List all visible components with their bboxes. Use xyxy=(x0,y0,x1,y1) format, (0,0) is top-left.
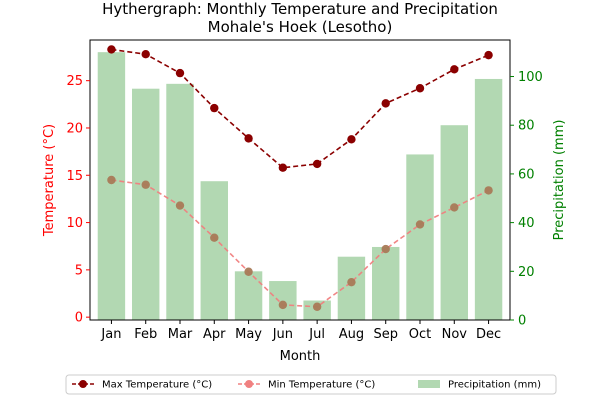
precip-bar xyxy=(97,52,126,320)
temp-point-max xyxy=(381,99,390,108)
temp-point-min xyxy=(107,175,116,185)
y-right-tick-label: 60 xyxy=(518,167,535,182)
chart-subtitle: Mohale's Hoek (Lesotho) xyxy=(208,18,393,36)
x-tick-label: Aug xyxy=(339,327,364,342)
precipitation-bars xyxy=(97,52,503,321)
x-tick-label: Jul xyxy=(308,327,325,342)
x-tick-label: Sep xyxy=(373,327,398,342)
y-right-tick-label: 0 xyxy=(518,314,526,329)
y-right-tick-label: 40 xyxy=(518,216,535,231)
x-axis-label: Month xyxy=(280,349,321,364)
y-right-tick-label: 80 xyxy=(518,119,535,134)
temp-point-max xyxy=(312,159,322,169)
y-left-tick-label: 20 xyxy=(66,121,83,136)
x-tick-label: Mar xyxy=(168,327,193,342)
x-tick-label: May xyxy=(235,327,262,342)
precip-bar xyxy=(132,88,160,321)
temp-point-max xyxy=(141,49,150,59)
precip-bar xyxy=(372,246,400,320)
temperature-lines xyxy=(107,45,493,311)
temp-point-max xyxy=(347,135,356,144)
temp-point-max xyxy=(278,163,288,172)
temp-point-max xyxy=(244,134,253,143)
x-tick-label: Feb xyxy=(134,327,157,342)
legend-label: Min Temperature (°C) xyxy=(268,380,375,391)
precip-bar xyxy=(269,281,297,320)
y-left-tick-label: 25 xyxy=(66,74,83,89)
y-right-axis-label: Precipitation (mm) xyxy=(552,120,567,241)
temp-point-min xyxy=(141,180,150,189)
precip-bar xyxy=(440,125,468,320)
axes: Jan Feb Mar Apr May Jun Jul Aug Sep Oct Nov Dec 0 5 10… xyxy=(66,39,543,342)
plot-frame xyxy=(89,39,511,321)
x-tick-label: Nov xyxy=(442,327,468,342)
temp-point-min xyxy=(381,244,390,254)
legend-label: Precipitation (mm) xyxy=(448,380,541,391)
legend-marker xyxy=(245,380,253,388)
y-right-tick-label: 100 xyxy=(518,70,543,85)
temp-point-max xyxy=(210,103,219,113)
chart-title: Hythergraph: Monthly Temperature and Pre… xyxy=(102,0,498,18)
legend: Max Temperature (°C) Min Temperature (°C)… xyxy=(65,374,557,395)
legend-box xyxy=(65,374,557,395)
temp-line-min xyxy=(111,179,489,308)
temp-point-min xyxy=(484,186,493,195)
x-tick-label: Jan xyxy=(100,327,121,342)
x-tick-label: Apr xyxy=(203,327,226,342)
legend-bar-swatch xyxy=(418,380,440,388)
x-tick-label: Oct xyxy=(409,327,431,342)
temp-point-max xyxy=(415,84,425,93)
y-right-tick-label: 20 xyxy=(518,265,535,280)
x-tick-label: Dec xyxy=(476,327,501,342)
temp-point-min xyxy=(312,302,322,311)
temp-point-min xyxy=(278,300,288,310)
y-left-tick-label: 10 xyxy=(66,216,83,231)
temp-point-min xyxy=(415,220,425,229)
precip-bar xyxy=(474,78,503,321)
temp-point-min xyxy=(210,233,219,242)
y-left-axis-label: Temperature (°C) xyxy=(42,124,57,237)
temp-point-max xyxy=(107,45,116,54)
x-tick-label: Jun xyxy=(272,327,293,342)
temp-line-max xyxy=(111,48,489,169)
temp-point-min xyxy=(347,277,356,287)
y-left-tick-label: 5 xyxy=(75,263,83,278)
temp-point-max xyxy=(175,68,185,78)
temp-point-min xyxy=(244,267,253,276)
legend-label: Max Temperature (°C) xyxy=(102,380,212,391)
temp-point-max xyxy=(484,50,493,60)
y-left-tick-label: 0 xyxy=(75,311,83,326)
precip-bar xyxy=(406,154,434,320)
legend-marker xyxy=(79,380,87,388)
temp-point-min xyxy=(450,203,459,212)
temp-point-max xyxy=(450,65,459,74)
temp-point-min xyxy=(175,201,185,210)
y-left-tick-label: 15 xyxy=(66,169,83,184)
precip-bar xyxy=(200,181,228,320)
precip-bar xyxy=(234,271,263,320)
